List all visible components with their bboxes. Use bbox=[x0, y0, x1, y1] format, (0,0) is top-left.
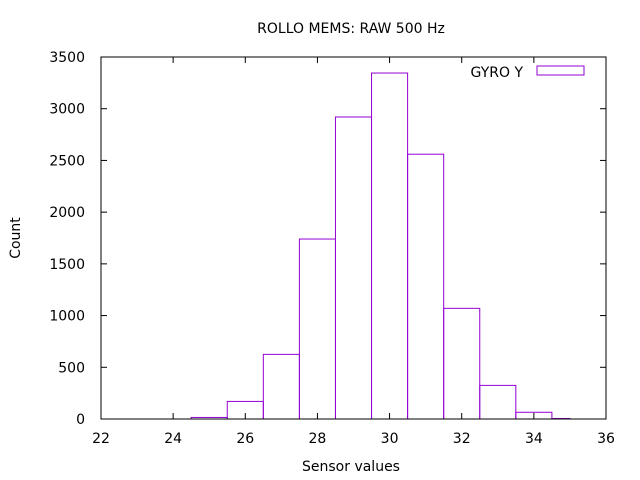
legend-swatch bbox=[536, 65, 585, 76]
chart-title: ROLLO MEMS: RAW 500 Hz bbox=[257, 21, 445, 37]
histogram-bar bbox=[407, 153, 445, 420]
histogram-bar bbox=[443, 307, 481, 420]
y-tick-label: 0 bbox=[76, 412, 85, 428]
legend: GYRO Y bbox=[471, 65, 585, 81]
x-tick-label: 30 bbox=[381, 431, 399, 447]
histogram-bar bbox=[371, 72, 409, 420]
y-tick-label: 500 bbox=[58, 360, 85, 376]
y-axis-label: Count bbox=[8, 217, 24, 259]
histogram-bar bbox=[298, 238, 336, 420]
plot-frame bbox=[100, 56, 607, 420]
histogram-bars bbox=[190, 72, 571, 420]
x-axis-label: Sensor values bbox=[302, 459, 400, 475]
legend-label: GYRO Y bbox=[471, 65, 524, 81]
histogram-bar bbox=[262, 353, 300, 420]
y-tick-label: 2500 bbox=[49, 153, 85, 169]
y-tick-label: 3000 bbox=[49, 102, 85, 118]
y-tick-label: 2000 bbox=[49, 205, 85, 221]
x-tick-label: 22 bbox=[92, 431, 110, 447]
y-tick-label: 1500 bbox=[49, 257, 85, 273]
y-tick-label: 1000 bbox=[49, 309, 85, 325]
histogram-bar bbox=[334, 116, 373, 420]
axis-ticks: 22 24 26 28 30 32 34 36 0 500 1000 1500 2000 2500 3000… bbox=[49, 50, 615, 447]
y-tick-label: 3500 bbox=[49, 50, 85, 66]
x-tick-label: 24 bbox=[164, 431, 182, 447]
x-tick-label: 36 bbox=[597, 431, 615, 447]
x-tick-label: 26 bbox=[236, 431, 254, 447]
histogram-bar bbox=[479, 384, 517, 420]
x-tick-label: 28 bbox=[309, 431, 327, 447]
x-tick-label: 32 bbox=[453, 431, 471, 447]
x-tick-label: 34 bbox=[525, 431, 543, 447]
